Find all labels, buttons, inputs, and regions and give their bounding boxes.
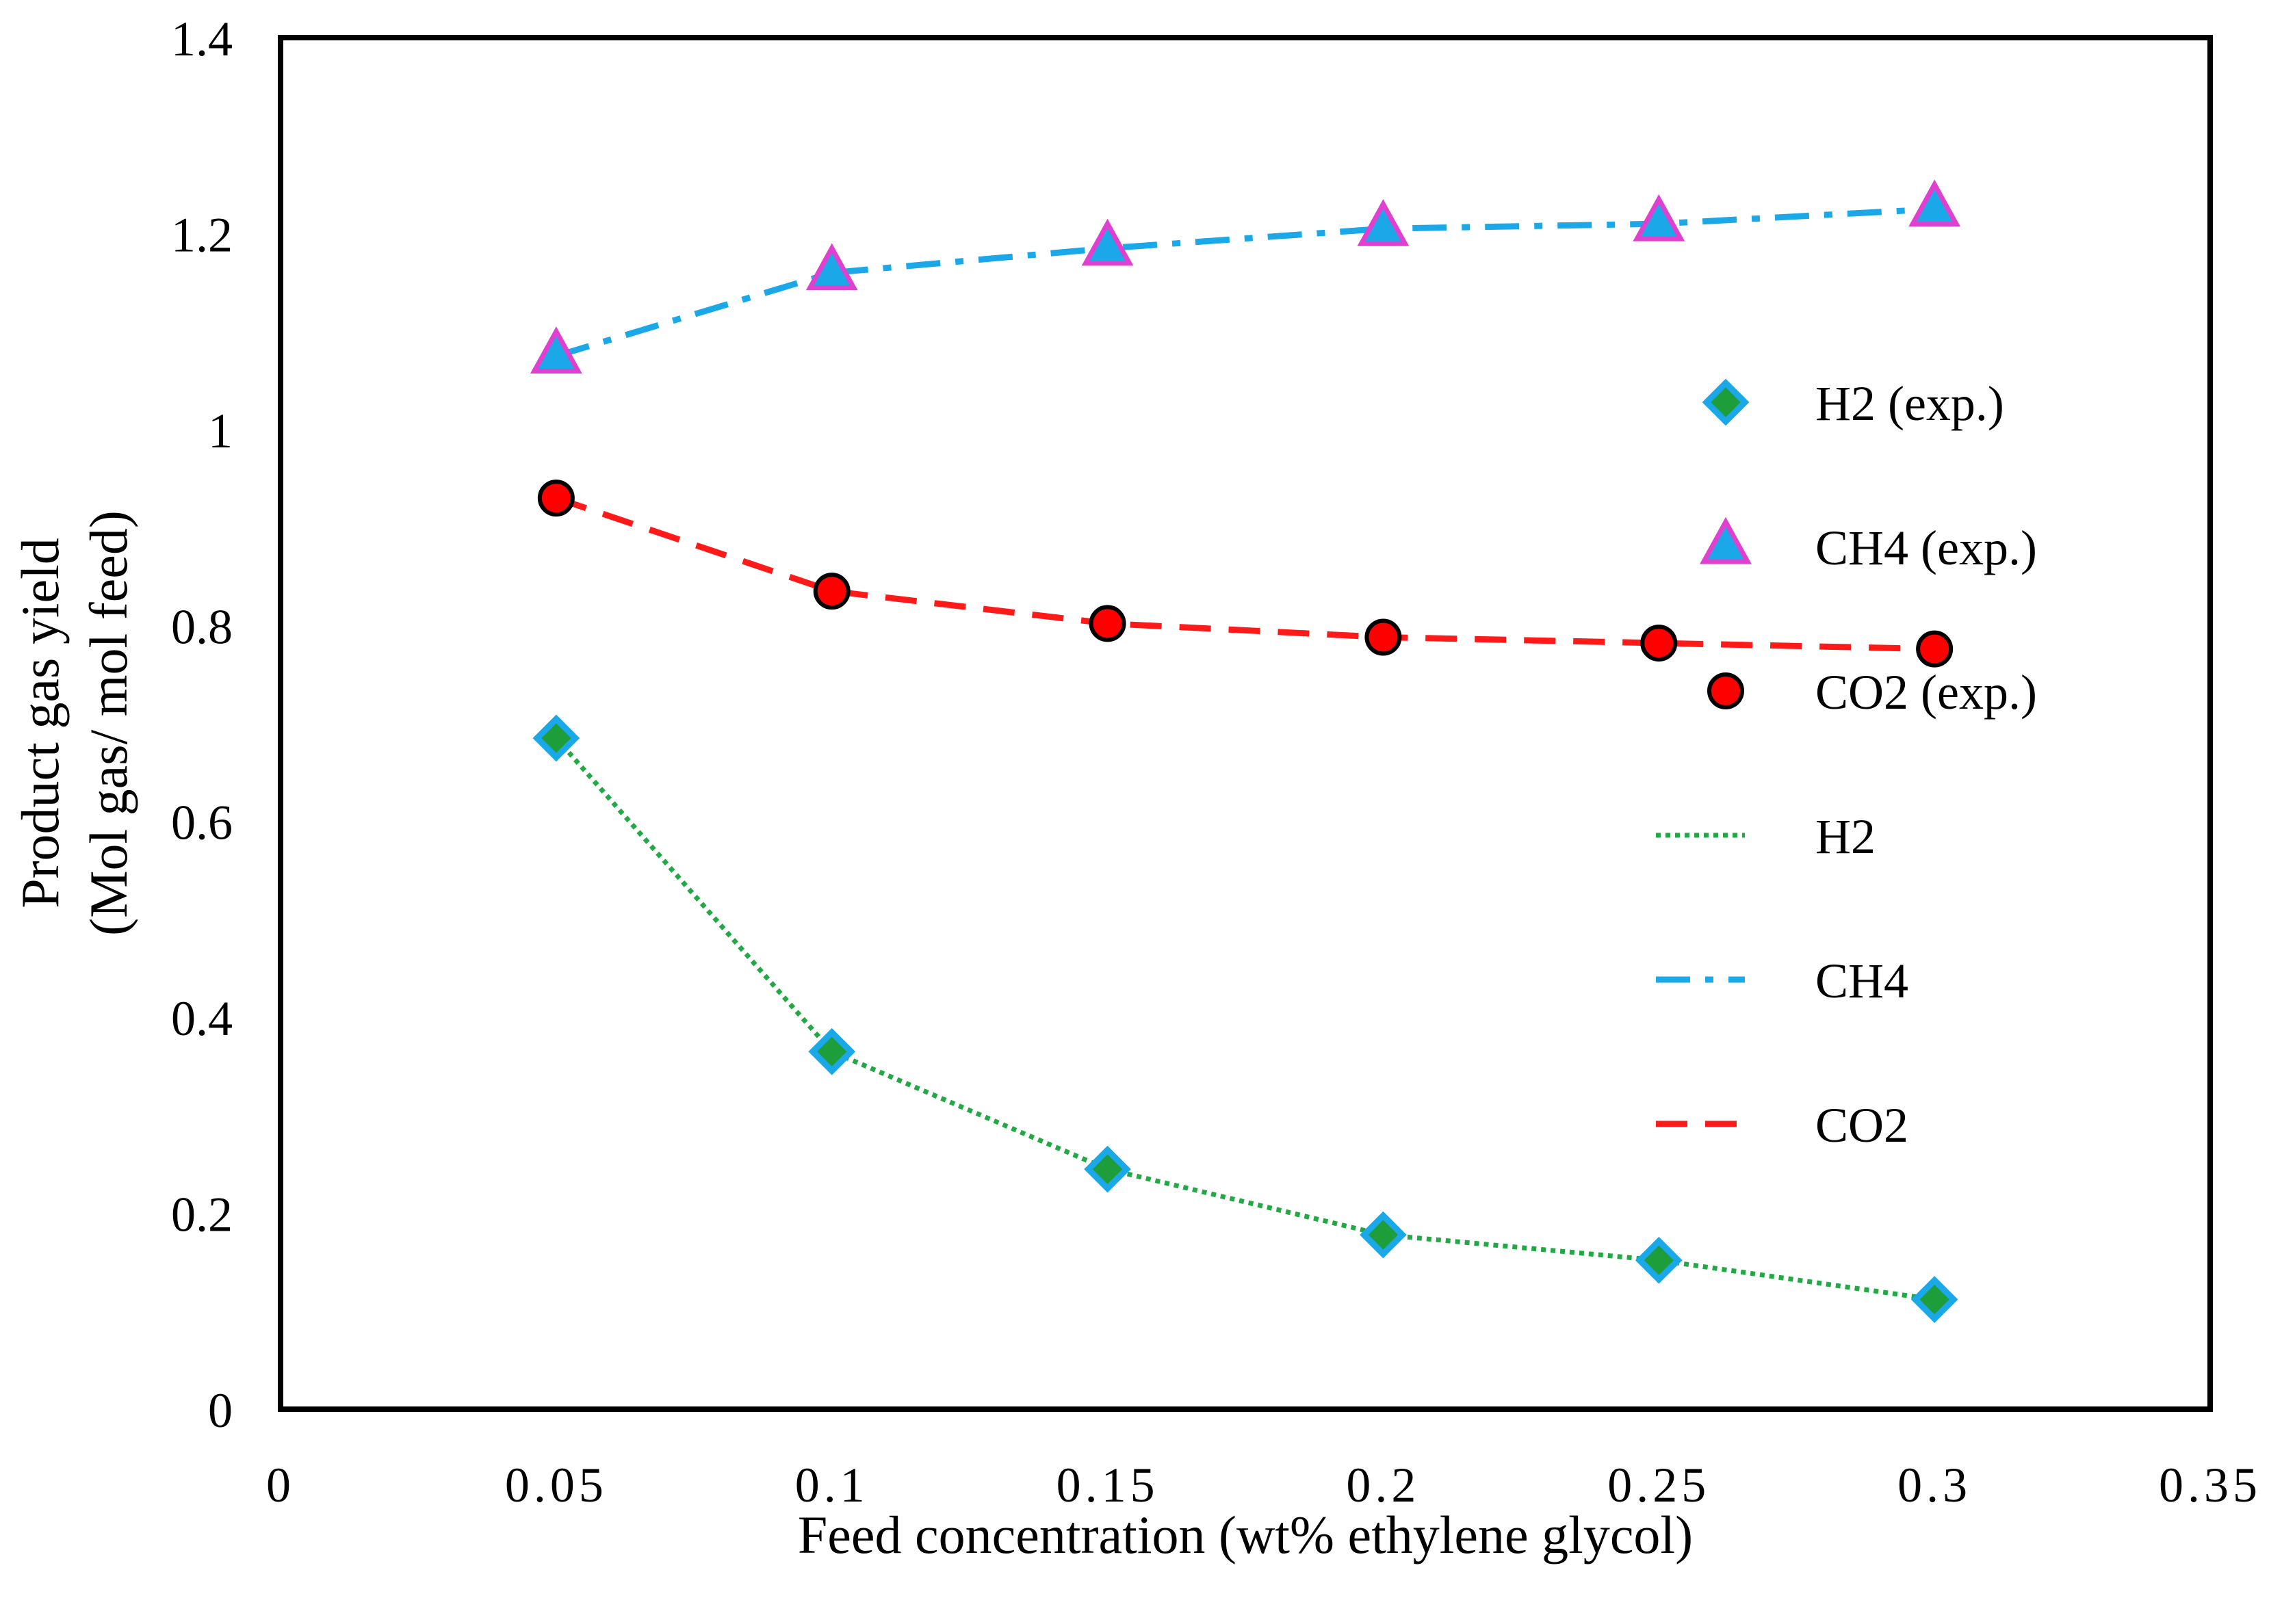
data-point-co2-exp — [813, 573, 851, 610]
y-tick-label: 1.2 — [171, 207, 233, 262]
data-point-h2-exp — [1084, 1145, 1131, 1193]
y-axis-label-line-2: (Mol gas/ mol feed) — [79, 510, 138, 936]
legend-label-h2-exp: H2 (exp.) — [1815, 376, 2004, 431]
y-tick-label: 1.4 — [171, 12, 233, 66]
data-point-co2-exp — [1364, 618, 1402, 656]
y-tick-label: 0.8 — [171, 599, 233, 654]
data-point-h2-exp — [1910, 1276, 1958, 1323]
series-line-co2 — [555, 495, 1935, 653]
y-tick-label: 0.4 — [171, 991, 233, 1046]
data-point-h2-exp — [808, 1027, 856, 1075]
legend: H2 (exp.) CH4 (exp.) CO2 (exp.) H2 CH4 CO2 — [1656, 376, 2037, 1153]
x-axis-ticks: 0 0.05 0.1 0.15 0.2 0.25 0.3 0.35 — [266, 1458, 2261, 1512]
x-tick-label: 0.1 — [795, 1458, 869, 1512]
legend-swatch-co2-exp — [1707, 672, 1744, 709]
y-tick-label: 0.2 — [171, 1188, 233, 1242]
plot-area — [278, 35, 2213, 1412]
x-tick-label: 0.25 — [1607, 1458, 1710, 1512]
legend-swatch-ch4-exp — [1700, 516, 1752, 564]
data-point-ch4-exp — [530, 326, 582, 374]
series-line-ch4 — [555, 206, 1935, 359]
data-point-ch4-exp — [805, 243, 858, 291]
y-tick-label: 1 — [208, 404, 233, 458]
x-tick-label: 0.35 — [2159, 1458, 2261, 1512]
data-point-h2-exp — [1360, 1211, 1407, 1259]
data-point-co2-exp — [1916, 630, 1954, 668]
series-lines — [554, 206, 1935, 1302]
legend-swatch-h2-exp — [1702, 378, 1750, 426]
legend-label-ch4: CH4 — [1815, 954, 1908, 1008]
x-tick-label: 0.2 — [1346, 1458, 1420, 1512]
series-line-h2 — [554, 736, 1935, 1302]
x-tick-label: 0.3 — [1897, 1458, 1971, 1512]
y-axis-ticks: 0 0.2 0.4 0.6 0.8 1 1.2 1.4 — [171, 12, 233, 1438]
data-point-ch4-exp — [1081, 218, 1134, 266]
x-tick-label: 0.05 — [505, 1458, 608, 1512]
data-point-ch4-exp — [1908, 179, 1961, 227]
legend-label-co2-exp: CO2 (exp.) — [1815, 665, 2037, 720]
data-point-co2-exp — [537, 480, 575, 517]
y-tick-label: 0.6 — [171, 796, 233, 850]
data-point-h2-exp — [1635, 1236, 1683, 1284]
data-point-h2-exp — [532, 714, 580, 762]
x-tick-label: 0 — [266, 1458, 295, 1512]
x-axis-label: Feed concentration (wt% ethylene glycol) — [798, 1505, 1693, 1564]
legend-label-h2: H2 — [1815, 809, 1876, 864]
data-point-ch4-exp — [1357, 199, 1410, 246]
data-point-ch4-exp — [1633, 194, 1685, 241]
y-tick-label: 0 — [208, 1383, 233, 1438]
series-markers — [530, 179, 1961, 1323]
x-tick-label: 0.15 — [1056, 1458, 1159, 1512]
legend-label-ch4-exp: CH4 (exp.) — [1815, 521, 2037, 575]
data-point-co2-exp — [1640, 625, 1678, 662]
y-axis-label-line-1: Product gas yield — [10, 538, 70, 908]
legend-label-co2: CO2 — [1815, 1098, 1908, 1153]
data-point-co2-exp — [1089, 605, 1126, 642]
